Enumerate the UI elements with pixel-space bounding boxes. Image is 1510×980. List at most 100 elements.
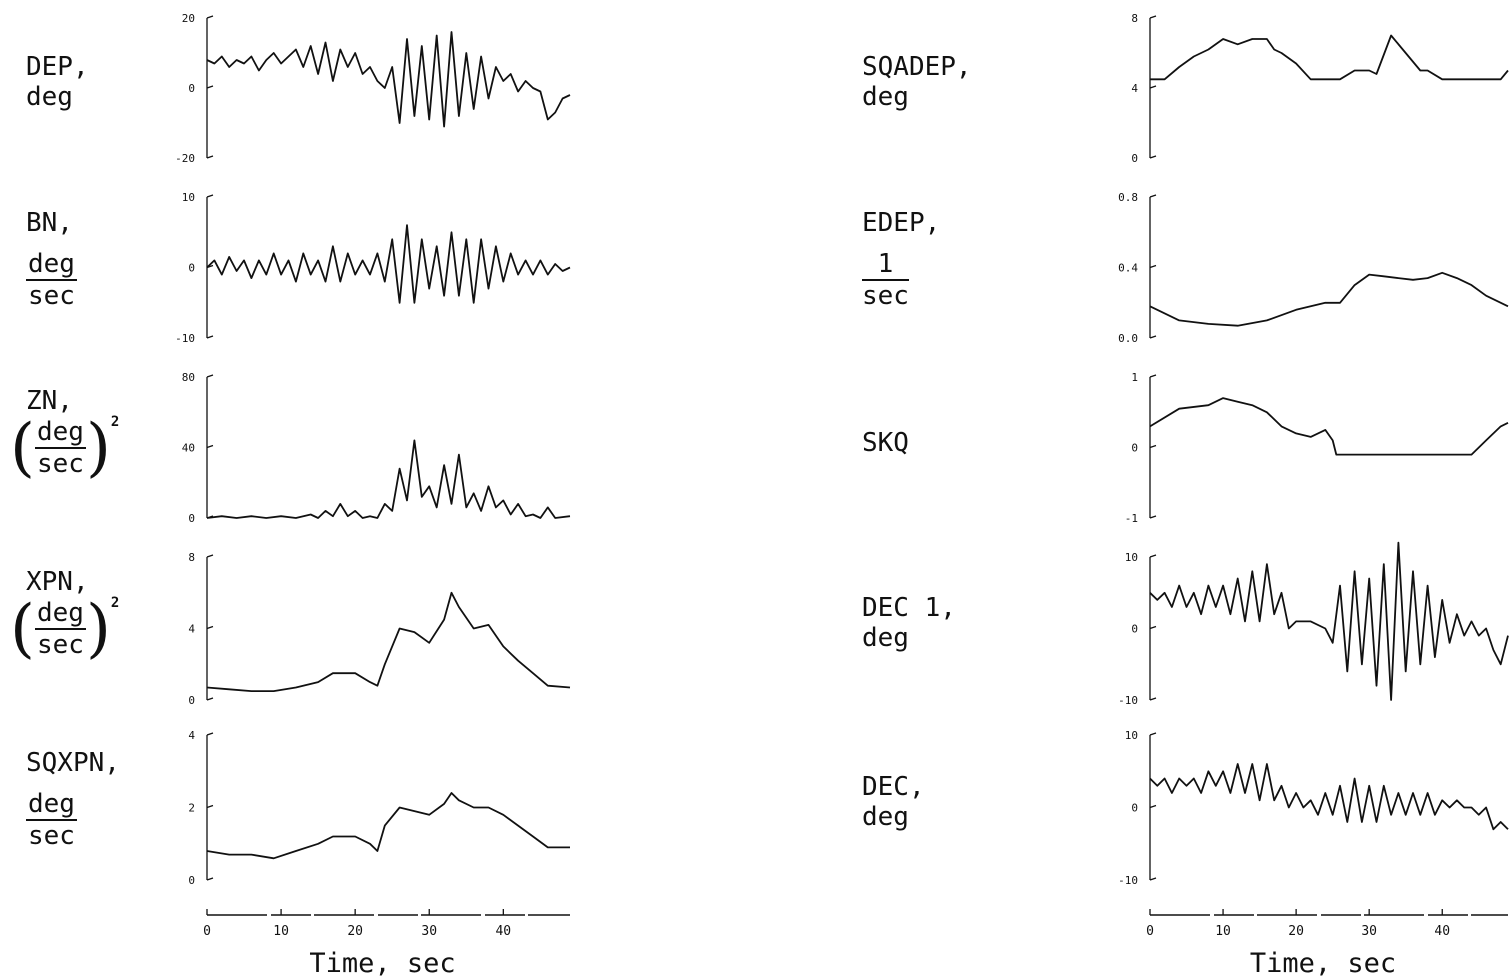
y-tick-label-right-3-2: -10 (1118, 694, 1138, 707)
series-unit-squared-left-2: (deg sec) 2 (10, 410, 119, 485)
series-line-left-2-0 (206, 439, 571, 519)
series-name-left-2: ZN, (26, 385, 73, 416)
unit-numerator-left-4: deg (26, 788, 77, 821)
panel-label-right-0: SQADEP, deg (862, 52, 972, 112)
unit-numerator-right-1: 1 (862, 250, 909, 281)
y-tick-label-left-0-1: 0 (188, 82, 195, 95)
y-tick-label-left-4-0: 4 (188, 729, 195, 742)
y-tick-label-right-0-0: 8 (1131, 12, 1138, 25)
unit-power-left-3: 2 (110, 594, 120, 611)
y-tick-label-right-0-2: 0 (1131, 152, 1138, 165)
paren-left-left-3: ( (10, 591, 35, 666)
series-line-left-0-0 (206, 31, 571, 128)
y-tick-left-1-2 (206, 335, 214, 339)
series-name-left-4: SQXPN, (26, 747, 120, 778)
y-tick-left-2-0 (206, 374, 214, 378)
y-tick-label-left-1-2: -10 (175, 332, 195, 345)
series-line-left-3-0 (206, 591, 571, 692)
series-name-left-1: BN, (26, 207, 73, 238)
unit-denominator-right-1: sec (862, 280, 909, 311)
panel-left-0: 20 0 -20 (175, 12, 571, 165)
time-tick-label-left-0: 0 (203, 924, 211, 939)
series-name-right-3: DEC 1, (862, 592, 956, 623)
panel-left-2: 80 40 0 (182, 371, 571, 525)
panel-right-4: 10 0 -10 (1118, 729, 1509, 887)
series-name-left-3: XPN, (26, 566, 89, 597)
y-tick-right-3-0 (1149, 554, 1157, 558)
time-axis-left: 0 10 20 30 40 Time, sec (203, 909, 570, 979)
series-unit-squared-left-3: (deg sec) 2 (10, 591, 119, 666)
panel-left-4: 4 2 0 (188, 729, 570, 887)
y-tick-left-0-0 (206, 15, 214, 19)
panel-label-left-0: DEP, deg (26, 52, 89, 112)
panel-label-left-4: SQXPN, deg sec (26, 748, 120, 851)
panel-label-right-3: DEC 1, deg (862, 593, 956, 653)
y-tick-right-0-1 (1149, 85, 1157, 89)
panel-label-right-2: SKQ (862, 428, 909, 458)
time-axis-title-left: Time, sec (309, 948, 455, 979)
y-tick-label-right-1-1: 0.4 (1118, 262, 1138, 275)
unit-numerator-left-2: deg (34, 416, 86, 449)
series-unit-right-4: deg (862, 801, 909, 832)
paren-left-left-2: ( (10, 410, 35, 485)
series-unit-fraction-left-4: deg sec (26, 790, 77, 850)
unit-numerator-left-3: deg (34, 597, 86, 630)
y-tick-label-left-0-0: 20 (182, 12, 195, 25)
y-tick-right-4-0 (1149, 732, 1157, 736)
y-tick-right-1-1 (1149, 264, 1157, 269)
panel-right-2: 1 0 -1 (1125, 371, 1509, 525)
y-tick-right-2-0 (1149, 374, 1157, 378)
y-tick-right-1-0 (1149, 194, 1157, 198)
panel-right-0: 8 4 0 (1131, 12, 1509, 165)
panel-right-1: 0.8 0.4 0.0 (1118, 191, 1509, 345)
unit-denominator-left-2: sec (36, 448, 84, 479)
y-tick-left-1-0 (206, 194, 214, 198)
series-line-right-1-0 (1149, 271, 1509, 327)
y-tick-right-2-1 (1149, 444, 1157, 449)
unit-denominator-left-3: sec (36, 629, 84, 660)
series-name-right-0: SQADEP, (862, 52, 972, 82)
y-tick-label-left-4-2: 0 (188, 874, 195, 887)
y-tick-right-1-2 (1149, 335, 1157, 339)
y-tick-left-4-2 (206, 877, 214, 881)
series-name-right-4: DEC, (862, 771, 925, 802)
panel-label-right-4: DEC, deg (862, 772, 925, 832)
y-tick-right-0-0 (1149, 15, 1157, 19)
series-unit-right-3: deg (862, 622, 909, 653)
time-tick-label-left-3: 30 (421, 924, 437, 939)
y-tick-label-left-1-0: 10 (182, 191, 195, 204)
y-tick-left-4-1 (206, 804, 214, 809)
y-tick-label-left-2-2: 0 (188, 512, 195, 525)
paren-right-left-3: ) (85, 591, 111, 666)
panel-label-left-1: BN, deg sec (26, 208, 77, 311)
panel-right-3: 10 0 -10 (1118, 541, 1509, 707)
series-line-right-2-0 (1149, 397, 1509, 456)
series-name-left-0: DEP, (26, 52, 89, 82)
y-tick-left-3-1 (206, 625, 214, 630)
time-tick-label-right-4: 40 (1434, 924, 1450, 939)
unit-denominator-left-1: sec (28, 280, 75, 311)
series-line-right-0-0 (1150, 34, 1509, 81)
series-unit-left-0: deg (26, 82, 73, 112)
plots-layer: 200-20100-10804008404208400.80.40.010-11… (175, 12, 1509, 887)
series-line-right-4-0 (1149, 763, 1509, 831)
y-tick-right-2-2 (1149, 515, 1157, 519)
y-tick-label-right-2-0: 1 (1131, 371, 1138, 384)
y-tick-label-right-4-2: -10 (1118, 874, 1138, 887)
y-tick-left-2-1 (206, 444, 214, 449)
time-tick-label-left-4: 40 (495, 924, 511, 939)
series-name-right-2: SKQ (862, 427, 909, 458)
y-tick-label-left-3-1: 4 (188, 623, 195, 636)
time-axis-title-right: Time, sec (1250, 948, 1396, 979)
time-axis-right: 0 10 20 30 40 Time, sec (1146, 909, 1508, 979)
time-tick-label-right-0: 0 (1146, 924, 1154, 939)
y-tick-right-4-1 (1149, 804, 1157, 809)
y-tick-label-right-1-2: 0.0 (1118, 332, 1138, 345)
panel-label-right-1: EDEP, 1 sec (862, 208, 940, 311)
series-line-right-3-0 (1149, 541, 1509, 701)
unit-denominator-left-4: sec (28, 820, 75, 851)
y-tick-right-4-2 (1149, 877, 1157, 881)
y-tick-label-right-4-0: 10 (1125, 729, 1138, 742)
series-unit-fraction-left-1: deg sec (26, 250, 77, 310)
